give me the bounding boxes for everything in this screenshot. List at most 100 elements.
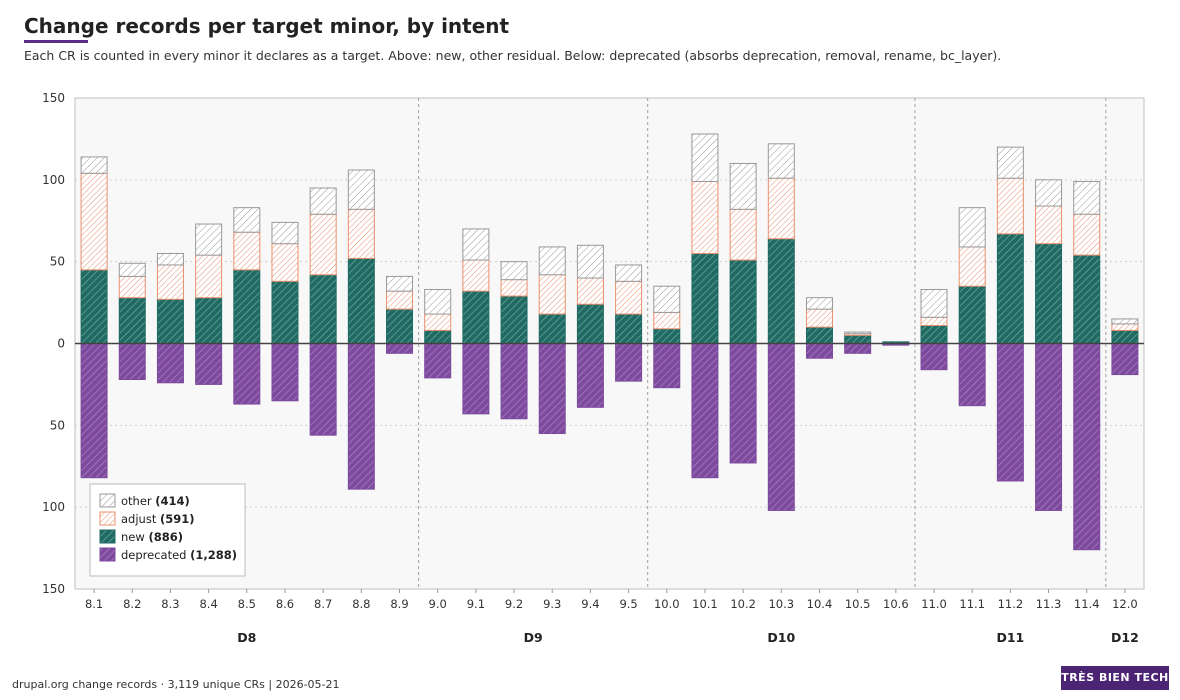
bar-deprecated: [309, 343, 337, 436]
bar-new: [156, 298, 184, 344]
bar-other: [195, 223, 223, 256]
legend-label-other: other (414): [121, 494, 190, 508]
title-accent-underline: [24, 40, 88, 43]
bar-other: [691, 133, 719, 182]
x-tick-label: 10.2: [730, 597, 756, 611]
legend-label-deprecated: deprecated (1,288): [121, 548, 237, 562]
x-tick-label: 9.5: [619, 597, 637, 611]
x-tick-label: 8.9: [390, 597, 408, 611]
bar-other: [1035, 179, 1063, 207]
bar-adjust: [729, 208, 757, 261]
bar-deprecated: [271, 343, 299, 402]
x-tick-label: 9.3: [543, 597, 561, 611]
bar-other: [805, 297, 833, 310]
legend-swatch-new: [99, 529, 116, 544]
x-tick-label: 10.6: [883, 597, 909, 611]
bar-adjust: [500, 279, 528, 297]
bar-other: [615, 264, 643, 282]
bar-other: [1073, 180, 1101, 215]
bar-adjust: [271, 243, 299, 282]
bar-other: [347, 169, 375, 210]
bar-new: [844, 334, 872, 345]
bar-deprecated: [424, 343, 452, 379]
bar-other: [1111, 318, 1139, 325]
y-tick-label: 0: [57, 337, 65, 351]
bar-deprecated: [576, 343, 604, 408]
bar-adjust: [958, 246, 986, 287]
bar-deprecated: [844, 343, 872, 354]
bar-deprecated: [538, 343, 566, 435]
bar-deprecated: [805, 343, 833, 359]
bar-adjust: [118, 275, 146, 299]
bar-adjust: [233, 231, 261, 271]
x-tick-label: 11.2: [998, 597, 1024, 611]
x-tick-label: 8.6: [276, 597, 294, 611]
bar-new: [271, 280, 299, 345]
legend-swatch-adjust: [99, 511, 116, 526]
x-tick-label: 11.4: [1074, 597, 1100, 611]
x-tick-label: 12.0: [1112, 597, 1138, 611]
bar-deprecated: [691, 343, 719, 479]
y-tick-label: 150: [42, 582, 65, 596]
bar-deprecated: [233, 343, 261, 405]
bar-deprecated: [195, 343, 223, 385]
x-tick-label: 10.0: [654, 597, 680, 611]
x-tick-label: 10.5: [845, 597, 871, 611]
bar-new: [653, 328, 681, 344]
x-tick-label: 8.4: [199, 597, 217, 611]
y-tick-label: 100: [42, 173, 65, 187]
bar-deprecated: [118, 343, 146, 381]
bar-new: [767, 238, 795, 344]
bar-new: [615, 313, 643, 345]
bar-other: [996, 146, 1024, 179]
x-tick-label: 8.1: [85, 597, 103, 611]
bar-adjust: [615, 280, 643, 315]
bar-deprecated: [462, 343, 490, 415]
bar-other: [920, 288, 948, 318]
y-tick-label: 100: [42, 500, 65, 514]
bar-other: [576, 244, 604, 279]
x-tick-label: 11.3: [1036, 597, 1062, 611]
bar-adjust: [347, 208, 375, 259]
bar-new: [691, 252, 719, 345]
x-tick-label: 11.1: [959, 597, 985, 611]
bar-other: [424, 288, 452, 315]
brand-badge[interactable]: TRÈS BIEN TECH: [1061, 666, 1169, 690]
x-tick-label: 9.4: [581, 597, 599, 611]
bar-deprecated: [729, 343, 757, 464]
bar-adjust: [538, 274, 566, 315]
bar-adjust: [462, 259, 490, 292]
legend-label-new: new (886): [121, 530, 183, 544]
bar-adjust: [1035, 205, 1063, 245]
bar-deprecated: [156, 343, 184, 384]
bar-adjust: [309, 213, 337, 276]
bar-other: [233, 207, 261, 233]
bar-deprecated: [347, 343, 375, 490]
bar-new: [347, 257, 375, 345]
bar-adjust: [805, 308, 833, 328]
y-tick-label: 50: [50, 255, 65, 269]
bar-deprecated: [500, 343, 528, 420]
bar-other: [271, 221, 299, 245]
bar-new: [729, 259, 757, 344]
chart-subtitle: Each CR is counted in every minor it dec…: [24, 48, 1002, 63]
legend-box: [89, 483, 246, 577]
bar-adjust: [920, 316, 948, 326]
bar-other: [767, 143, 795, 179]
bar-new: [195, 297, 223, 345]
bar-deprecated: [80, 343, 108, 479]
footer-source: drupal.org change records · 3,119 unique…: [12, 678, 340, 691]
group-label: D8: [237, 630, 256, 645]
bar-other: [80, 156, 108, 174]
bar-new: [462, 290, 490, 345]
bar-deprecated: [996, 343, 1024, 482]
x-tick-label: 9.0: [429, 597, 447, 611]
bar-deprecated: [920, 343, 948, 371]
bar-adjust: [80, 172, 108, 271]
bar-adjust: [996, 177, 1024, 235]
bar-other: [653, 285, 681, 313]
legend-swatch-other: [99, 493, 116, 508]
bar-new: [538, 313, 566, 345]
bar-new: [424, 329, 452, 345]
legend-label-adjust: adjust (591): [121, 512, 195, 526]
